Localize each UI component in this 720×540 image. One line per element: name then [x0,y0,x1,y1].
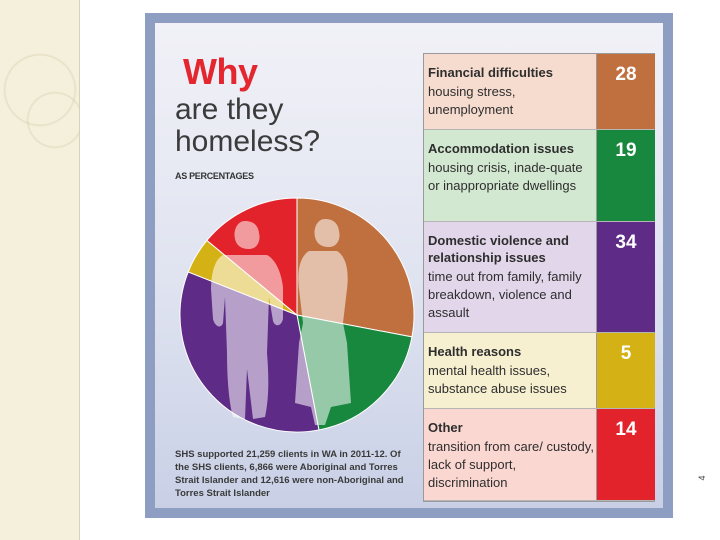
reason-detail: transition from care/ custody, lack of s… [428,439,594,490]
infographic-frame: Why are they homeless? AS PERCENTAGES SH… [145,13,673,518]
reason-detail: time out from family, family breakdown, … [428,269,582,320]
reason-description: Health reasons mental health issues, subs… [424,333,596,408]
reason-name: Financial difficulties [428,65,553,80]
reason-row: Health reasons mental health issues, subs… [424,333,655,409]
reason-percentage-value: 34 [615,232,637,253]
footnote: SHS supported 21,259 clients in WA in 20… [175,449,404,499]
reason-row: Accommodation issues housing crisis, inad… [424,130,655,222]
reason-row: Other transition from care/ custody, lack… [424,409,655,501]
reason-row: Financial difficulties housing stress, un… [424,54,655,130]
reason-detail: housing crisis, inade-quate or inappropr… [428,160,583,193]
reason-percentage-value: 5 [620,343,632,364]
reason-detail: mental health issues, substance abuse is… [428,363,567,396]
slide-number: 4 [697,475,707,481]
man-silhouette [211,221,283,419]
reason-percentage: 34 [596,222,655,332]
reason-description: Other transition from care/ custody, lack… [424,409,596,500]
decorative-side-strip [0,0,80,540]
reason-name: Health reasons [428,344,522,359]
title-question: are they homeless? [175,93,321,158]
title-why: Why [183,51,258,92]
reason-description: Accommodation issues housing crisis, inad… [424,130,596,221]
reason-percentage: 19 [596,130,655,221]
reason-percentage: 5 [596,333,655,408]
reasons-table: Financial difficulties housing stress, un… [423,53,655,502]
reason-percentage-value: 28 [615,64,637,85]
pie-chart [179,197,415,433]
reason-name: Domestic violence and relationship issue… [428,233,569,265]
reason-description: Financial difficulties housing stress, un… [424,54,596,129]
reason-percentage: 28 [596,54,655,129]
reason-detail: housing stress, unemployment [428,84,516,117]
reason-percentage-value: 14 [615,419,637,440]
reason-description: Domestic violence and relationship issue… [424,222,596,332]
reason-name: Other [428,420,463,435]
woman-silhouette [295,219,351,425]
chart-subtitle: AS PERCENTAGES [175,171,254,181]
infographic-panel: Why are they homeless? AS PERCENTAGES SH… [155,23,663,508]
reason-percentage-value: 19 [615,140,637,161]
reason-percentage: 14 [596,409,655,500]
reason-row: Domestic violence and relationship issue… [424,222,655,333]
reason-name: Accommodation issues [428,141,574,156]
